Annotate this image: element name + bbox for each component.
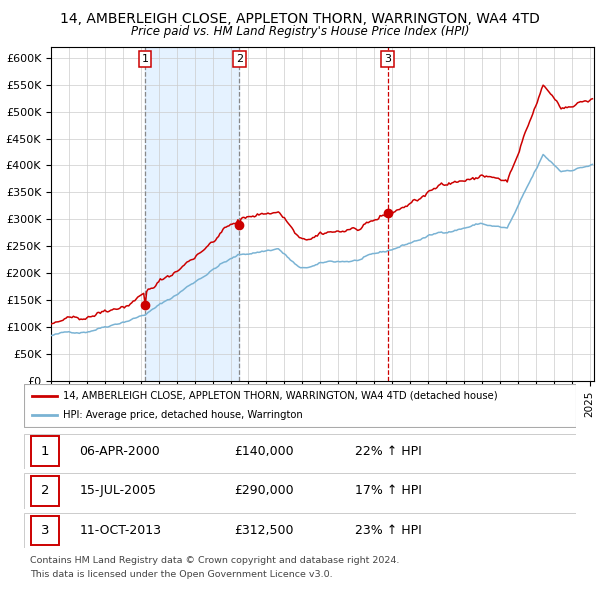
Text: £140,000: £140,000	[234, 445, 293, 458]
Text: 3: 3	[41, 524, 49, 537]
Text: 3: 3	[384, 54, 391, 64]
Bar	[145, 47, 239, 381]
FancyBboxPatch shape	[31, 476, 59, 506]
Text: 22% ↑ HPI: 22% ↑ HPI	[355, 445, 422, 458]
Text: 14, AMBERLEIGH CLOSE, APPLETON THORN, WARRINGTON, WA4 4TD (detached house): 14, AMBERLEIGH CLOSE, APPLETON THORN, WA…	[62, 391, 497, 401]
FancyBboxPatch shape	[31, 437, 59, 466]
Text: 23% ↑ HPI: 23% ↑ HPI	[355, 524, 422, 537]
Text: Contains HM Land Registry data © Crown copyright and database right 2024.: Contains HM Land Registry data © Crown c…	[30, 556, 400, 565]
Text: 1: 1	[142, 54, 149, 64]
Text: Price paid vs. HM Land Registry's House Price Index (HPI): Price paid vs. HM Land Registry's House …	[131, 25, 469, 38]
FancyBboxPatch shape	[24, 473, 576, 509]
FancyBboxPatch shape	[24, 513, 576, 548]
Text: 15-JUL-2005: 15-JUL-2005	[79, 484, 156, 497]
FancyBboxPatch shape	[31, 516, 59, 545]
Text: 11-OCT-2013: 11-OCT-2013	[79, 524, 161, 537]
Text: 2: 2	[236, 54, 243, 64]
Text: This data is licensed under the Open Government Licence v3.0.: This data is licensed under the Open Gov…	[30, 571, 332, 579]
Text: HPI: Average price, detached house, Warrington: HPI: Average price, detached house, Warr…	[62, 411, 302, 420]
Text: 1: 1	[41, 445, 49, 458]
Text: 17% ↑ HPI: 17% ↑ HPI	[355, 484, 422, 497]
FancyBboxPatch shape	[24, 385, 576, 427]
Text: £290,000: £290,000	[234, 484, 293, 497]
FancyBboxPatch shape	[24, 434, 576, 469]
Text: 14, AMBERLEIGH CLOSE, APPLETON THORN, WARRINGTON, WA4 4TD: 14, AMBERLEIGH CLOSE, APPLETON THORN, WA…	[60, 12, 540, 26]
Text: £312,500: £312,500	[234, 524, 293, 537]
Text: 06-APR-2000: 06-APR-2000	[79, 445, 160, 458]
Text: 2: 2	[41, 484, 49, 497]
